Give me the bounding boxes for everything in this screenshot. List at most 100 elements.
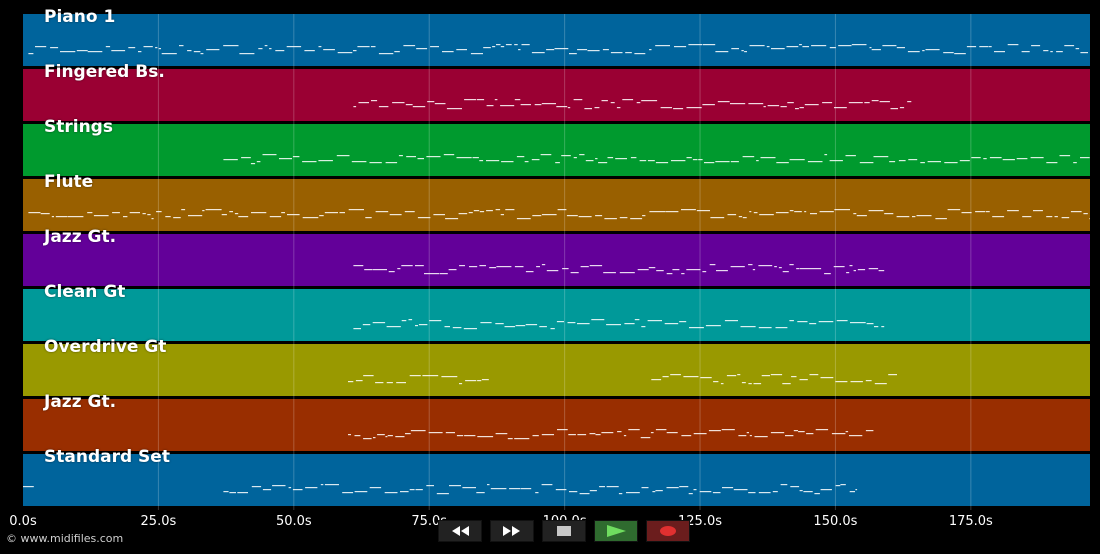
note	[353, 50, 357, 52]
note	[782, 271, 789, 273]
note	[759, 214, 774, 216]
note	[223, 159, 238, 161]
note	[681, 209, 696, 211]
note	[187, 50, 192, 52]
note	[607, 157, 614, 159]
note	[758, 265, 773, 267]
note	[882, 45, 897, 47]
fast-forward-icon	[503, 526, 520, 536]
note	[601, 100, 608, 102]
note	[730, 161, 739, 163]
note	[514, 44, 518, 46]
stop-button[interactable]	[542, 520, 586, 542]
note	[514, 266, 524, 268]
piano-roll[interactable]: Piano 1 Fingered Bs. Strings Flute Jazz Gt. C…	[23, 7, 1090, 510]
note	[479, 160, 484, 162]
track-lane[interactable]: Standard Set	[23, 447, 1090, 506]
note	[849, 265, 853, 267]
note	[1070, 211, 1082, 213]
note	[655, 45, 670, 47]
track-notes	[23, 484, 858, 495]
note	[754, 436, 768, 438]
note	[442, 51, 454, 53]
note	[824, 154, 828, 156]
track-lane[interactable]: Clean Gt	[23, 282, 1090, 341]
note	[557, 429, 568, 431]
note	[566, 215, 578, 217]
note	[787, 102, 794, 104]
note	[896, 216, 910, 218]
note	[835, 381, 848, 383]
note	[541, 103, 556, 105]
note	[624, 323, 635, 325]
note	[465, 380, 477, 382]
note	[662, 376, 669, 378]
note	[415, 489, 423, 491]
note	[979, 46, 989, 48]
note	[793, 430, 798, 432]
note	[518, 49, 521, 51]
note	[623, 435, 627, 437]
note	[525, 324, 538, 326]
note	[907, 101, 912, 103]
note	[650, 432, 654, 434]
note	[640, 437, 651, 439]
note	[652, 491, 656, 493]
note	[272, 485, 286, 487]
note	[500, 105, 515, 107]
note	[749, 435, 752, 437]
note	[496, 266, 512, 268]
note	[55, 216, 68, 218]
note	[456, 435, 464, 437]
record-button[interactable]	[646, 520, 690, 542]
fast-forward-button[interactable]	[490, 520, 534, 542]
note	[417, 158, 424, 160]
note	[375, 211, 389, 213]
note	[1033, 210, 1043, 212]
note	[820, 377, 834, 379]
note	[524, 161, 529, 163]
note	[394, 51, 400, 53]
track-lane[interactable]: Jazz Gt.	[23, 392, 1090, 451]
note	[908, 159, 918, 161]
play-button[interactable]	[594, 520, 638, 542]
track-lane[interactable]: Flute	[23, 172, 1090, 231]
note	[573, 99, 583, 101]
note	[829, 160, 843, 162]
note	[811, 45, 827, 47]
note	[165, 216, 171, 218]
note	[1083, 213, 1088, 215]
track-lane[interactable]: Strings	[23, 117, 1090, 176]
note	[463, 328, 477, 330]
note	[737, 374, 741, 376]
note	[445, 218, 459, 220]
note	[555, 162, 560, 164]
track-lane[interactable]: Jazz Gt.	[23, 227, 1090, 286]
note	[896, 47, 905, 49]
rewind-button[interactable]	[438, 520, 482, 542]
note	[679, 486, 689, 488]
track-lane[interactable]: Fingered Bs.	[23, 62, 1090, 121]
note	[742, 156, 755, 158]
note	[355, 380, 363, 382]
note	[975, 211, 986, 213]
note	[809, 374, 819, 376]
note	[128, 47, 136, 49]
note	[822, 102, 833, 104]
track-lane[interactable]: Piano 1	[23, 7, 1090, 66]
note	[580, 266, 589, 268]
note	[495, 209, 501, 211]
note	[1007, 210, 1019, 212]
note	[229, 492, 236, 494]
note	[448, 269, 457, 271]
note	[850, 381, 863, 383]
note	[630, 218, 643, 220]
note	[688, 44, 703, 46]
note	[744, 51, 747, 53]
note	[386, 382, 393, 384]
note	[927, 161, 941, 163]
track-lane[interactable]: Overdrive Gt	[23, 337, 1090, 396]
note	[866, 323, 874, 325]
note	[541, 484, 553, 486]
note	[354, 435, 361, 437]
